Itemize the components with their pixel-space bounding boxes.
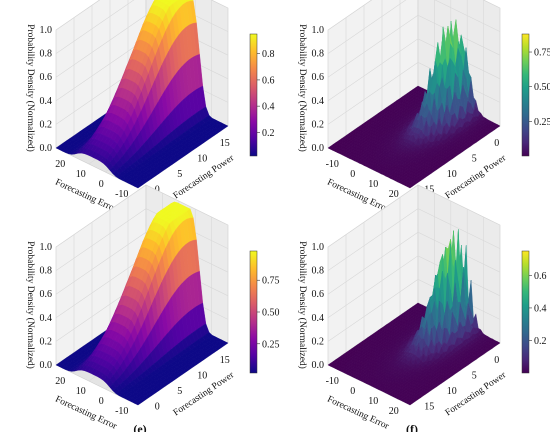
x-axis-label: Forecasting Error [53, 395, 118, 432]
z-tick-label: 0.2 [312, 119, 325, 130]
y-tick-label: 5 [472, 153, 477, 164]
z-tick-label: 0.6 [40, 72, 53, 83]
colorbar-tick-label: 0.50 [534, 82, 550, 93]
y-tick-label: 10 [447, 386, 457, 397]
z-tick-label: 0.2 [312, 336, 325, 347]
y-tick-label: 0 [155, 401, 160, 412]
colorbar-tick-label: 0.6 [534, 271, 547, 282]
wall-gridline [55, 0, 229, 31]
x-tick-label: 10 [368, 396, 378, 407]
z-tick-label: 1.0 [312, 242, 325, 253]
z-tick-label: 0.6 [312, 72, 325, 83]
wall-gridline [327, 14, 501, 78]
z-tick-label: 0.4 [40, 96, 53, 107]
colorbar-tick-label: 0.2 [262, 128, 275, 139]
z-tick-label: 0.0 [40, 360, 53, 371]
wall-gridline [327, 0, 501, 31]
colorbar-tick-label: 0.50 [262, 308, 280, 319]
y-tick-label: 5 [472, 370, 477, 381]
wall-gridline [327, 0, 501, 54]
x-tick-label: 0 [99, 396, 104, 407]
z-tick-label: 0.0 [312, 360, 325, 371]
z-axis-label: Probability Density (Normalized) [297, 241, 308, 369]
panel-label: (f) [406, 422, 418, 432]
z-tick-label: 0.8 [312, 266, 325, 277]
colorbar [249, 33, 258, 157]
x-tick-label: 20 [389, 189, 399, 200]
z-axis-label: Probability Density (Normalized) [25, 24, 36, 152]
z-tick-label: 0.4 [40, 313, 53, 324]
surface-patch [134, 183, 142, 189]
panel-label: (e) [133, 422, 146, 432]
colorbar [521, 250, 530, 374]
y-tick-label: 0 [494, 138, 499, 149]
z-tick-label: 1.0 [40, 242, 53, 253]
z-tick-label: 0.2 [40, 119, 53, 130]
wall-gridline [55, 0, 229, 54]
x-tick-label: 0 [99, 179, 104, 190]
z-tick-label: 0.8 [312, 49, 325, 60]
z-tick-label: 0.0 [312, 143, 325, 154]
wall-gridline [327, 38, 501, 102]
surface [55, 0, 229, 189]
z-tick-label: 0.0 [40, 143, 53, 154]
colorbar-tick-label: 0.2 [534, 336, 547, 347]
z-tick-label: 1.0 [40, 25, 53, 36]
chart-panel-c: 0.0 0.2 0.4 0.6 0.8 1.0 20 10 0 -10 0 5 10 15 Forecast… [25, 0, 275, 219]
z-tick-label: 0.4 [312, 96, 325, 107]
x-tick-label: 10 [76, 386, 86, 397]
colorbar-tick-label: 0.25 [262, 339, 280, 350]
z-tick-label: 0.4 [312, 313, 325, 324]
y-tick-label: 10 [447, 169, 457, 180]
x-tick-label: 10 [368, 179, 378, 190]
colorbar-tick-label: 0.8 [262, 49, 275, 60]
x-tick-label: 20 [55, 159, 65, 170]
x-tick-label: 0 [350, 169, 355, 180]
y-tick-label: 5 [177, 169, 182, 180]
y-tick-label: 10 [197, 153, 207, 164]
wall-gridline [55, 14, 229, 78]
colorbar-tick-label: 0.6 [262, 75, 275, 86]
x-tick-label: -10 [115, 406, 128, 417]
z-tick-label: 1.0 [312, 25, 325, 36]
y-tick-label: 15 [424, 401, 434, 412]
z-tick-label: 0.8 [40, 266, 53, 277]
z-tick-label: 0.8 [40, 49, 53, 60]
x-tick-label: 10 [76, 169, 86, 180]
surface [327, 19, 501, 189]
x-axis-label: Forecasting Error [325, 395, 390, 432]
colorbar-tick-label: 0.4 [534, 303, 547, 314]
z-axis-label: Probability Density (Normalized) [25, 241, 36, 369]
x-axis-label: Forecasting Error [53, 178, 118, 216]
x-tick-label: -10 [326, 159, 339, 170]
colorbar-tick-label: 0.4 [262, 102, 275, 113]
colorbar-tick-label: 0.75 [534, 48, 550, 59]
y-tick-label: 5 [177, 386, 182, 397]
x-tick-label: 0 [350, 386, 355, 397]
z-tick-label: 0.2 [40, 336, 53, 347]
x-tick-label: 20 [389, 406, 399, 417]
x-tick-label: -10 [326, 376, 339, 387]
x-axis-label: Forecasting Error [325, 178, 390, 216]
y-tick-label: 15 [220, 355, 230, 366]
y-tick-label: 0 [494, 355, 499, 366]
colorbar [249, 250, 258, 374]
z-tick-label: 0.6 [40, 289, 53, 300]
y-tick-label: 0 [155, 184, 160, 195]
x-tick-label: 20 [55, 376, 65, 387]
z-tick-label: 0.6 [312, 289, 325, 300]
y-tick-label: 15 [220, 138, 230, 149]
colorbar-tick-label: 0.75 [262, 276, 280, 287]
z-axis-label: Probability Density (Normalized) [297, 24, 308, 152]
colorbar-tick-label: 0.25 [534, 117, 550, 128]
x-tick-label: -10 [115, 189, 128, 200]
y-tick-label: 10 [197, 370, 207, 381]
colorbar [521, 33, 530, 157]
chart-panel-e: 0.0 0.2 0.4 0.6 0.8 1.0 20 10 0 -10 0 5 10 15 Forecast… [25, 184, 280, 436]
